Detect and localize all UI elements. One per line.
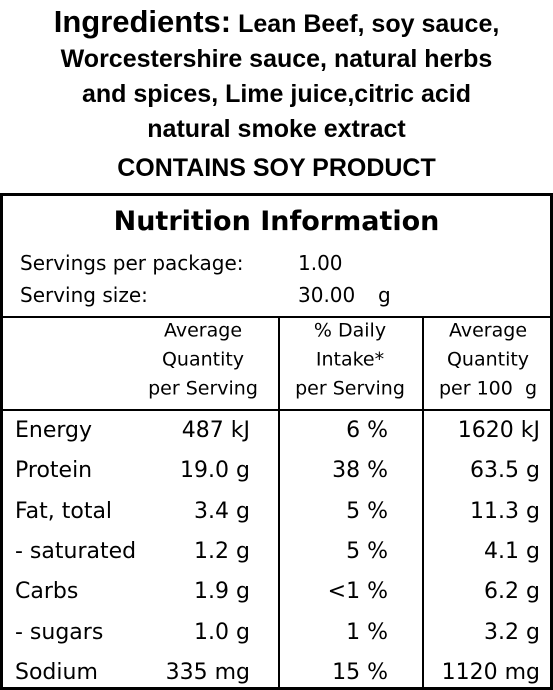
serving-unit: g [378, 283, 391, 307]
column-header: per Serving [295, 377, 405, 400]
column-divider [278, 317, 280, 690]
nutrient-name: Fat, total [15, 498, 113, 524]
serving-label: Servings per package: [20, 251, 244, 275]
per-100g: 3.2 g [484, 619, 540, 645]
per-serving: 1.0 g [194, 619, 250, 645]
per-serving: 1.2 g [194, 538, 250, 564]
per-serving: 487 kJ [181, 418, 250, 443]
daily-intake: 38 % [332, 458, 388, 484]
nutrient-name: Energy [15, 418, 93, 443]
per-serving: 335 mg [165, 659, 250, 685]
daily-intake: 5 % [346, 538, 388, 564]
nutrient-name: - saturated [15, 538, 137, 564]
column-header: Average [163, 319, 243, 342]
nutrition-panel [0, 193, 553, 690]
divider [0, 316, 553, 318]
ingredients-text: and spices, Lime juice,citric acid [81, 80, 472, 108]
daily-intake: 1 % [346, 619, 388, 645]
per-100g: 11.3 g [470, 498, 540, 524]
per-100g: 4.1 g [484, 538, 540, 564]
daily-intake: 6 % [346, 418, 388, 443]
column-header: % Daily [313, 319, 387, 342]
column-header: per Serving [148, 377, 258, 400]
serving-label: Serving size: [20, 283, 148, 307]
nutrient-name: Protein [15, 458, 93, 484]
per-serving: 1.9 g [194, 579, 250, 605]
column-header: Average [448, 319, 528, 342]
column-header: per 100 g [438, 377, 538, 400]
column-header: Intake* [315, 348, 385, 371]
per-serving: 19.0 g [180, 458, 250, 484]
divider [0, 409, 553, 411]
ingredients-text: Worcestershire sauce, natural herbs [60, 45, 493, 73]
per-100g: 1120 mg [441, 659, 540, 685]
allergen-statement: CONTAINS SOY PRODUCT [117, 154, 436, 182]
per-100g: 1620 kJ [457, 418, 540, 443]
nutrient-name: Sodium [15, 659, 98, 685]
serving-value: 30.00 [298, 283, 356, 307]
nutrient-name: - sugars [15, 619, 104, 645]
ingredients-first-line: Ingredients: Lean Beef, soy sauce, [0, 6, 553, 37]
column-header: Quantity [446, 348, 530, 371]
ingredients-text: Lean Beef, soy sauce, [238, 10, 500, 38]
column-header: Quantity [161, 348, 245, 371]
daily-intake: 15 % [332, 659, 388, 685]
ingredients-text: natural smoke extract [147, 115, 406, 143]
per-100g: 63.5 g [470, 458, 540, 484]
ingredients-label: Ingredients: [53, 4, 232, 39]
daily-intake: <1 % [327, 579, 388, 605]
column-divider [422, 317, 424, 690]
per-serving: 3.4 g [194, 498, 250, 524]
nutrition-title: Nutrition Information [113, 206, 440, 237]
serving-value: 1.00 [298, 251, 343, 275]
nutrient-name: Carbs [15, 579, 79, 605]
daily-intake: 5 % [346, 498, 388, 524]
per-100g: 6.2 g [484, 579, 540, 605]
